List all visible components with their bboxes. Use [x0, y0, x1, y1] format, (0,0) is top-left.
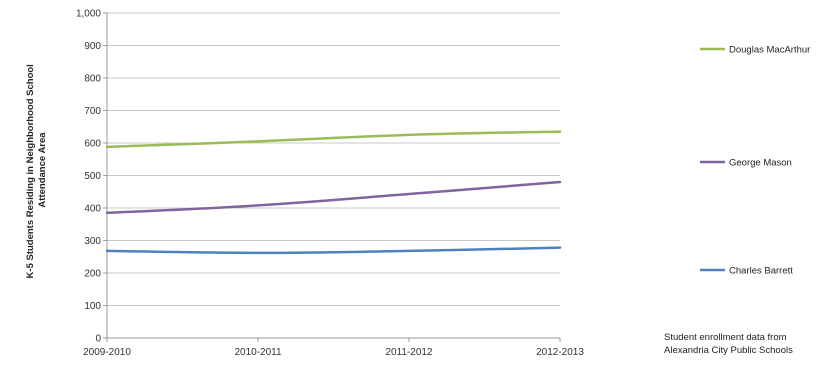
y-tick-label: 500: [84, 171, 101, 182]
x-tick-labels: 2009-2010 2010-2011 2011-2012 2012-2013: [83, 347, 584, 358]
y-tick-label: 800: [84, 74, 101, 85]
y-axis-title: K-5 Students Residing in Neighborhood Sc…: [25, 62, 48, 279]
series-line-douglas-macarthur: [105, 130, 562, 149]
y-tick-label: 100: [84, 301, 101, 312]
y-tick-label: 300: [84, 236, 101, 247]
y-tick-label: 400: [84, 204, 101, 215]
x-tick-label: 2009-2010: [83, 347, 131, 358]
y-tick-label: 0: [95, 334, 101, 345]
legend-label: Douglas MacArthur: [729, 45, 810, 56]
y-tick-label: 900: [84, 41, 101, 52]
legend-label: George Mason: [729, 158, 792, 169]
y-tick-label: 200: [84, 269, 101, 280]
y-tick-label: 1,000: [76, 9, 101, 20]
axes: [103, 12, 561, 342]
legend: Douglas MacArthur George Mason Charles Bar…: [700, 45, 810, 277]
y-axis-title-line-2: Attendance Area: [37, 132, 48, 208]
series-line-george-mason: [105, 180, 562, 215]
y-axis-title-line-1: K-5 Students Residing in Neighborhood Sc…: [25, 64, 36, 278]
y-tick-labels: 0 100 200 300 400 500 600 700 800 900 1,000: [76, 9, 101, 345]
series-line-charles-barrett: [105, 246, 562, 255]
x-tick-label: 2011-2012: [385, 347, 433, 358]
x-tick-label: 2010-2011: [234, 347, 282, 358]
gridlines: [107, 12, 560, 306]
y-tick-label: 700: [84, 106, 101, 117]
y-tick-label: 600: [84, 139, 101, 150]
series-lines: [105, 130, 562, 255]
source-note: Student enrollment data from Alexandria …: [664, 331, 793, 357]
source-note-line-2: Alexandria City Public Schools: [664, 345, 793, 356]
x-tick-label: 2012-2013: [536, 347, 584, 358]
source-note-line-1: Student enrollment data from: [664, 332, 787, 343]
legend-label: Charles Barrett: [729, 266, 793, 277]
